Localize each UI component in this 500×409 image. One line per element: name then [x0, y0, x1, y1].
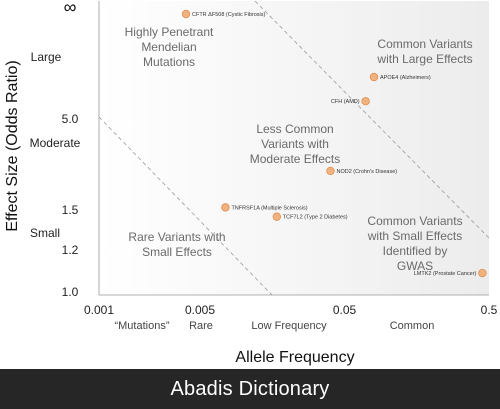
region-label-line: Identified by [383, 244, 448, 258]
x-tick-label: 0.001 [84, 303, 114, 317]
region-label-line: Mendelian [141, 40, 196, 54]
data-point-label: LMTK2 (Prostate Cancer) [414, 271, 477, 277]
y-infinity-label: ∞ [64, 0, 77, 17]
x-category-common: Common [390, 320, 435, 332]
x-tick-label: 0.005 [185, 303, 215, 317]
region-label-line: Rare Variants with [128, 230, 225, 244]
plot-area [99, 1, 489, 295]
y-tick-label: 5.0 [62, 112, 79, 126]
data-point-label: CFTR ΔF508 (Cystic Fibrosis) [192, 12, 266, 18]
region-label-line: Small Effects [142, 245, 212, 259]
region-label-line: Less Common [256, 122, 333, 136]
region-label-line: Mutations [143, 55, 195, 69]
y-axis-title: Effect Size (Odds Ratio) [4, 60, 21, 231]
region-label-line: Variants with [261, 137, 329, 151]
region-label-line: with Large Effects [376, 52, 472, 66]
data-point [361, 97, 370, 106]
x-tick-label: 0.5 [481, 303, 498, 317]
data-point [181, 9, 191, 19]
x-axis-title: Allele Frequency [235, 349, 354, 366]
diagonal-divider-lower [98, 116, 273, 296]
data-point [272, 212, 281, 221]
data-point [221, 203, 230, 212]
y-tick-label: 1.0 [62, 285, 79, 299]
footer-text: Abadis Dictionary [170, 377, 330, 400]
y-tick-label: 1.5 [62, 203, 79, 217]
y-category-moderate: Moderate [30, 136, 81, 150]
y-category-large: Large [31, 50, 62, 64]
x-category-mutations: “Mutations” [114, 320, 169, 332]
data-point-label: TCF7L2 (Type 2 Diabetes) [283, 215, 348, 221]
region-label-line: Common Variants [377, 37, 472, 51]
chart-figure: Effect Size (Odds Ratio) Allele Frequenc… [4, 0, 498, 366]
data-point-label: NOD2 (Crohn's Disease) [336, 169, 397, 175]
y-category-small: Small [30, 226, 60, 240]
x-tick-label: 0.05 [333, 303, 357, 317]
data-point [478, 268, 487, 278]
region-label-line: with Small Effects [367, 229, 462, 243]
x-category-rare: Rare [189, 320, 213, 332]
chart-svg: Effect Size (Odds Ratio) Allele Frequenc… [4, 0, 498, 366]
data-point [326, 166, 335, 176]
y-tick-label: 1.2 [62, 243, 79, 257]
data-point-label: APOE4 (Alzheimers) [380, 75, 431, 81]
region-label-line: Common Variants [367, 214, 462, 228]
footer-banner: Abadis Dictionary [0, 369, 500, 409]
region-label-line: Highly Penetrant [125, 25, 214, 39]
region-label-line: Moderate Effects [250, 152, 341, 166]
x-category-low-frequency: Low Frequency [251, 320, 327, 332]
region-label-line: GWAS [397, 259, 433, 273]
data-point-label: TNFRSF1A (Multiple Sclerosis) [231, 205, 307, 211]
data-point-label: CFH (AMD) [331, 99, 360, 105]
data-point [369, 72, 379, 82]
